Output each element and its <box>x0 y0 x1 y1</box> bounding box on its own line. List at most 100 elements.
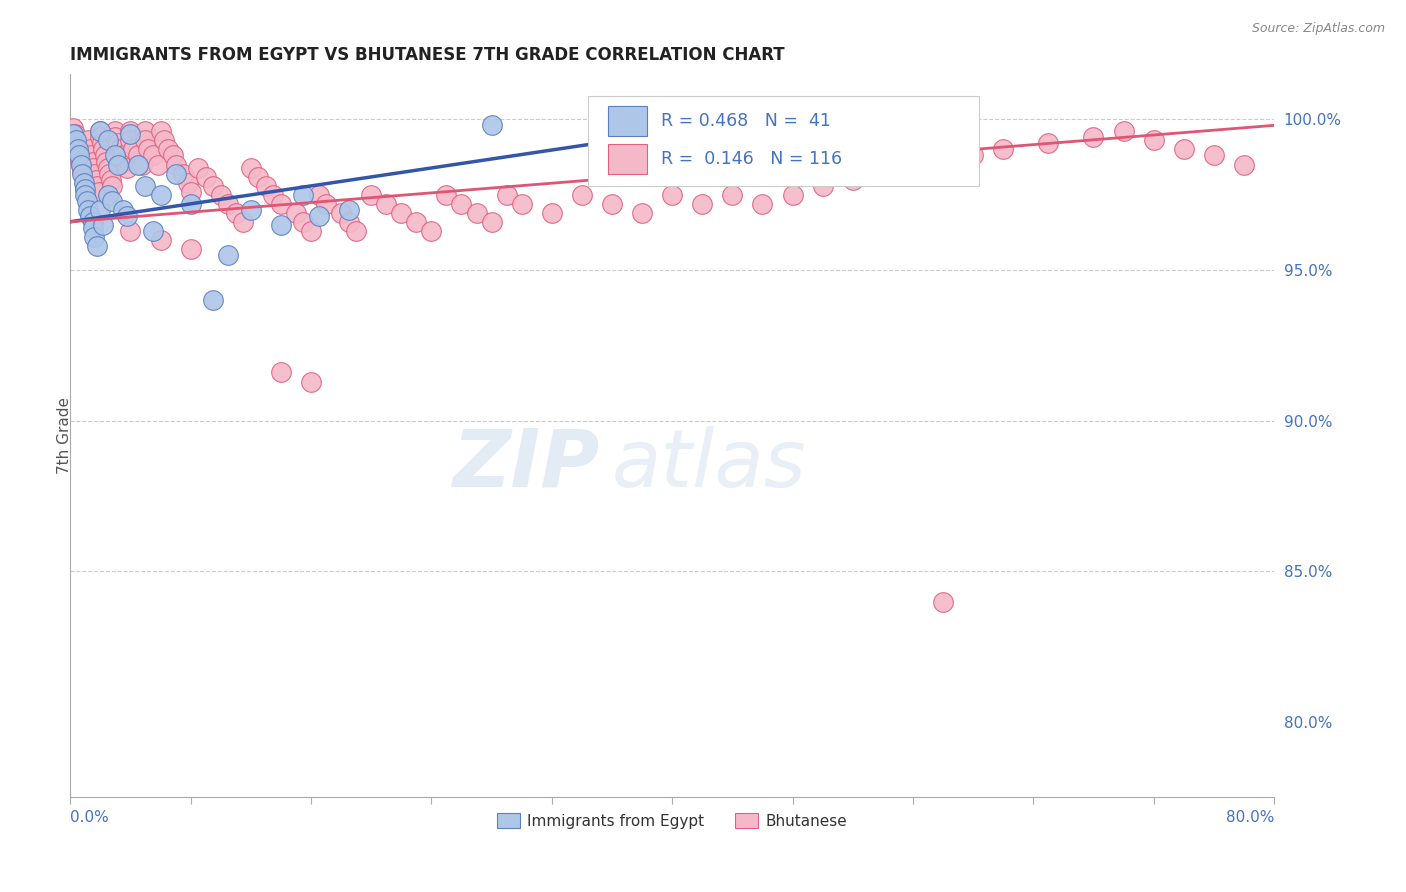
Text: 80.0%: 80.0% <box>1226 810 1274 824</box>
Point <box>67 148 90 162</box>
Text: IMMIGRANTS FROM EGYPT VS BHUTANESE 7TH GRADE CORRELATION CHART: IMMIGRANTS FROM EGYPT VS BHUTANESE 7TH G… <box>70 46 785 64</box>
Point <box>1173 143 1195 157</box>
Point <box>66 145 89 160</box>
Point <box>1038 136 1060 151</box>
Point <box>176 176 198 190</box>
Point <box>162 148 184 162</box>
Point <box>270 366 292 380</box>
Point <box>308 209 330 223</box>
Point <box>782 187 804 202</box>
Point <box>1233 157 1256 171</box>
Point <box>239 202 262 217</box>
Point <box>142 224 165 238</box>
Point <box>239 161 262 175</box>
Point <box>841 172 863 186</box>
Point <box>94 148 117 162</box>
Point <box>180 185 202 199</box>
Point <box>65 133 87 147</box>
Point <box>97 161 120 175</box>
Point <box>84 172 107 186</box>
Point <box>389 206 412 220</box>
Point <box>76 187 98 202</box>
Point <box>120 224 142 238</box>
Point <box>67 152 90 166</box>
Point <box>69 157 91 171</box>
Text: 0.0%: 0.0% <box>70 810 110 824</box>
Point <box>315 196 337 211</box>
Point <box>127 157 149 171</box>
Point <box>232 215 254 229</box>
FancyBboxPatch shape <box>588 95 979 186</box>
Point <box>111 202 134 217</box>
Point <box>292 187 315 202</box>
Point <box>420 224 443 238</box>
Point <box>76 194 98 208</box>
Point <box>72 167 94 181</box>
Point <box>62 128 84 142</box>
Point <box>87 185 110 199</box>
Point <box>101 194 124 208</box>
Point <box>82 220 104 235</box>
Bar <box>609 144 647 174</box>
Point <box>284 206 307 220</box>
Point <box>631 206 654 220</box>
Point <box>104 130 127 145</box>
Point <box>495 187 517 202</box>
Text: ZIP: ZIP <box>453 425 600 504</box>
Point <box>75 187 97 202</box>
Point <box>104 124 127 138</box>
Point <box>270 196 292 211</box>
Point <box>330 206 353 220</box>
Point <box>962 148 984 162</box>
Point <box>1112 124 1135 138</box>
Point <box>73 169 96 184</box>
Point <box>375 196 398 211</box>
Point <box>98 167 121 181</box>
Text: R = 0.468   N =  41: R = 0.468 N = 41 <box>661 112 831 130</box>
Point <box>247 169 270 184</box>
Point <box>149 124 172 138</box>
Point <box>165 167 187 181</box>
Point <box>66 143 89 157</box>
Point <box>202 178 225 193</box>
Point <box>202 293 225 307</box>
Point <box>262 187 284 202</box>
Point <box>751 196 773 211</box>
Point <box>152 133 174 147</box>
Point <box>337 215 360 229</box>
Point <box>180 196 202 211</box>
Point <box>436 187 458 202</box>
Point <box>90 136 112 151</box>
Point <box>100 172 122 186</box>
Point <box>134 133 156 147</box>
Point <box>77 133 100 147</box>
Point <box>72 163 94 178</box>
Point <box>142 148 165 162</box>
Point <box>65 133 87 147</box>
Point <box>1143 133 1166 147</box>
Point <box>97 133 120 147</box>
Point <box>292 215 315 229</box>
Point <box>360 187 382 202</box>
Point <box>217 248 239 262</box>
Point <box>97 187 120 202</box>
Point <box>117 209 139 223</box>
Point <box>120 128 142 142</box>
Point <box>187 161 209 175</box>
Point <box>131 157 153 171</box>
Point <box>89 124 111 138</box>
Text: atlas: atlas <box>612 425 807 504</box>
Point <box>107 136 129 151</box>
Point <box>510 196 533 211</box>
Point <box>83 230 105 244</box>
Point <box>77 202 100 217</box>
Point <box>75 176 97 190</box>
Point <box>82 215 104 229</box>
Point <box>62 121 84 136</box>
Bar <box>609 106 647 136</box>
Point <box>75 181 97 195</box>
Point <box>1202 148 1225 162</box>
Point <box>180 242 202 256</box>
Y-axis label: 7th Grade: 7th Grade <box>58 397 72 475</box>
Legend: Immigrants from Egypt, Bhutanese: Immigrants from Egypt, Bhutanese <box>491 807 853 835</box>
